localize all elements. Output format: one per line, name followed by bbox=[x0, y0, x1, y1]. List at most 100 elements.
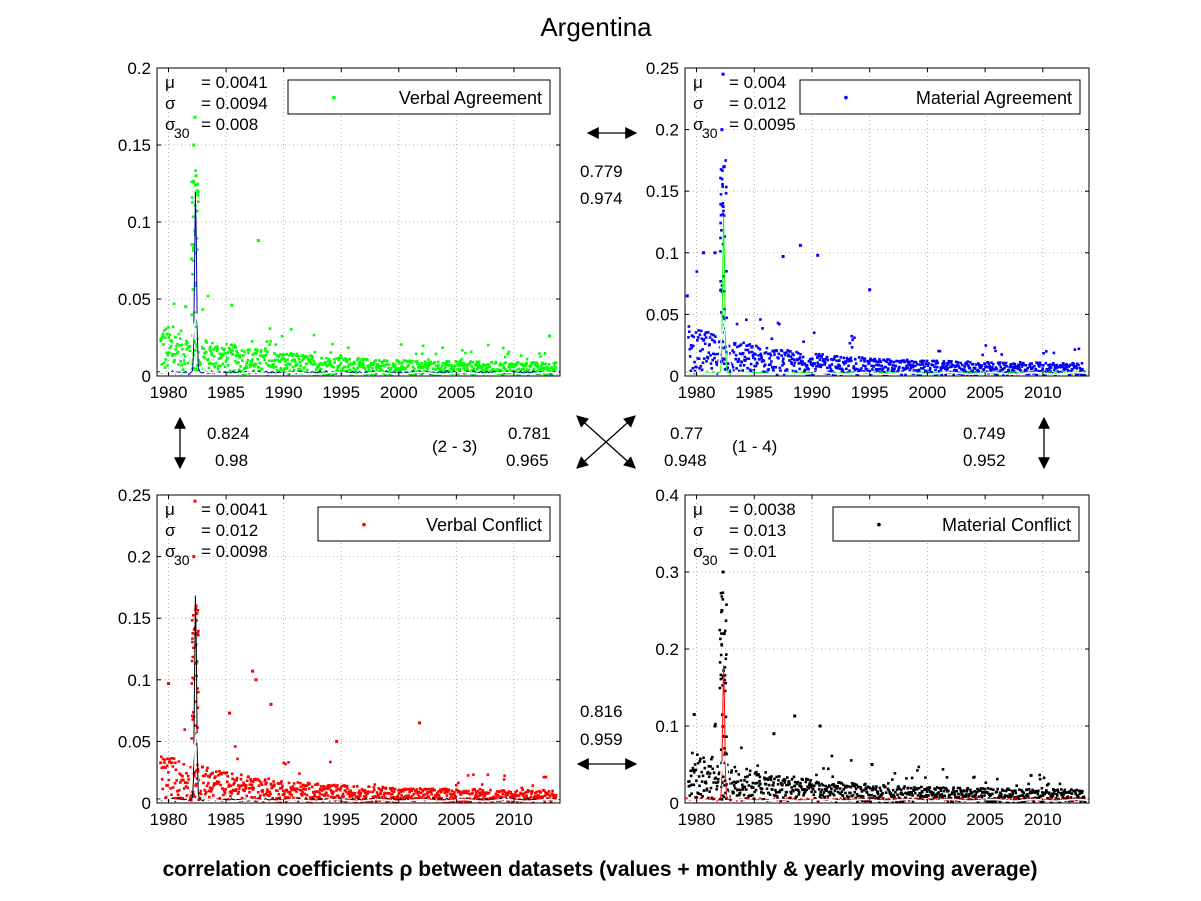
data-point bbox=[886, 787, 890, 791]
data-point bbox=[486, 366, 489, 370]
data-point bbox=[763, 364, 766, 368]
legend: • Material Agreement bbox=[799, 79, 1081, 115]
data-point bbox=[721, 598, 725, 601]
data-point bbox=[251, 786, 254, 789]
stat-symbol: σ bbox=[693, 115, 704, 134]
data-point bbox=[316, 365, 319, 369]
data-point bbox=[1007, 369, 1011, 372]
data-point bbox=[232, 783, 235, 786]
data-point bbox=[1052, 351, 1056, 355]
data-point bbox=[901, 366, 905, 370]
data-point bbox=[936, 361, 939, 365]
data-point bbox=[1069, 363, 1072, 367]
data-point bbox=[419, 366, 423, 369]
data-point bbox=[813, 790, 817, 794]
data-point bbox=[921, 361, 924, 365]
data-point bbox=[1037, 365, 1041, 368]
data-point bbox=[279, 366, 283, 370]
data-point bbox=[551, 373, 554, 377]
data-point bbox=[1049, 794, 1052, 798]
data-point bbox=[513, 796, 516, 799]
data-point bbox=[1022, 800, 1025, 804]
data-point bbox=[366, 800, 370, 804]
data-point bbox=[385, 359, 389, 363]
data-point bbox=[421, 352, 424, 356]
data-point bbox=[692, 344, 695, 348]
data-point bbox=[696, 336, 700, 339]
data-point bbox=[943, 362, 946, 365]
data-point bbox=[822, 358, 825, 361]
data-point bbox=[792, 775, 796, 779]
data-point bbox=[426, 364, 429, 368]
data-point bbox=[780, 354, 783, 357]
data-point bbox=[922, 359, 926, 363]
data-point bbox=[986, 361, 990, 364]
monthly-average-line bbox=[684, 665, 1090, 803]
data-point bbox=[226, 775, 230, 778]
data-point bbox=[465, 364, 469, 368]
data-point bbox=[345, 359, 349, 362]
data-point bbox=[996, 373, 999, 376]
data-point bbox=[239, 778, 243, 781]
data-point bbox=[279, 781, 283, 785]
data-point bbox=[413, 367, 416, 371]
stat-value: = 0.008 bbox=[201, 115, 258, 134]
data-point bbox=[827, 767, 830, 771]
data-point bbox=[171, 352, 175, 356]
data-point bbox=[1047, 782, 1050, 786]
data-point bbox=[959, 361, 962, 365]
data-point bbox=[752, 369, 756, 372]
data-point bbox=[886, 369, 890, 373]
data-point bbox=[798, 356, 802, 359]
data-point bbox=[225, 358, 229, 361]
data-point bbox=[306, 368, 309, 372]
data-point bbox=[893, 772, 897, 775]
data-point bbox=[346, 369, 349, 373]
data-point bbox=[492, 368, 496, 372]
data-point bbox=[535, 790, 538, 794]
data-point bbox=[983, 794, 986, 797]
data-point bbox=[790, 360, 793, 364]
data-point bbox=[422, 788, 425, 791]
data-point bbox=[204, 339, 208, 342]
data-point bbox=[217, 774, 220, 777]
data-point bbox=[758, 779, 761, 783]
data-point bbox=[204, 350, 208, 354]
data-point bbox=[1059, 364, 1062, 367]
data-point bbox=[760, 787, 764, 791]
data-point bbox=[192, 181, 196, 184]
data-point bbox=[390, 789, 394, 793]
data-point bbox=[474, 364, 477, 367]
data-point bbox=[350, 793, 353, 797]
data-point bbox=[199, 789, 203, 793]
ticks bbox=[685, 494, 1089, 804]
data-point bbox=[710, 367, 714, 370]
data-point bbox=[231, 777, 234, 781]
data-point bbox=[739, 364, 742, 367]
x-tick-label: 1980 bbox=[678, 810, 716, 829]
data-point bbox=[755, 770, 758, 774]
data-point bbox=[1058, 782, 1062, 786]
data-point bbox=[831, 373, 835, 376]
data-point bbox=[771, 368, 775, 371]
data-point bbox=[181, 347, 184, 351]
corr-1-2-b: 0.974 bbox=[580, 189, 623, 208]
data-point bbox=[335, 739, 339, 743]
data-point bbox=[290, 793, 293, 797]
data-point bbox=[854, 362, 858, 365]
data-point bbox=[524, 791, 527, 794]
data-point bbox=[893, 367, 896, 371]
data-point bbox=[1005, 365, 1008, 368]
data-point bbox=[932, 359, 936, 363]
data-point bbox=[831, 369, 834, 373]
data-point bbox=[722, 632, 726, 636]
data-point bbox=[730, 781, 734, 785]
data-point bbox=[897, 368, 900, 371]
data-point bbox=[190, 795, 193, 799]
data-point bbox=[714, 722, 717, 726]
data-point bbox=[1011, 794, 1014, 797]
data-point bbox=[241, 354, 245, 357]
data-point bbox=[418, 363, 422, 367]
data-point bbox=[857, 356, 861, 359]
data-point bbox=[803, 788, 806, 791]
